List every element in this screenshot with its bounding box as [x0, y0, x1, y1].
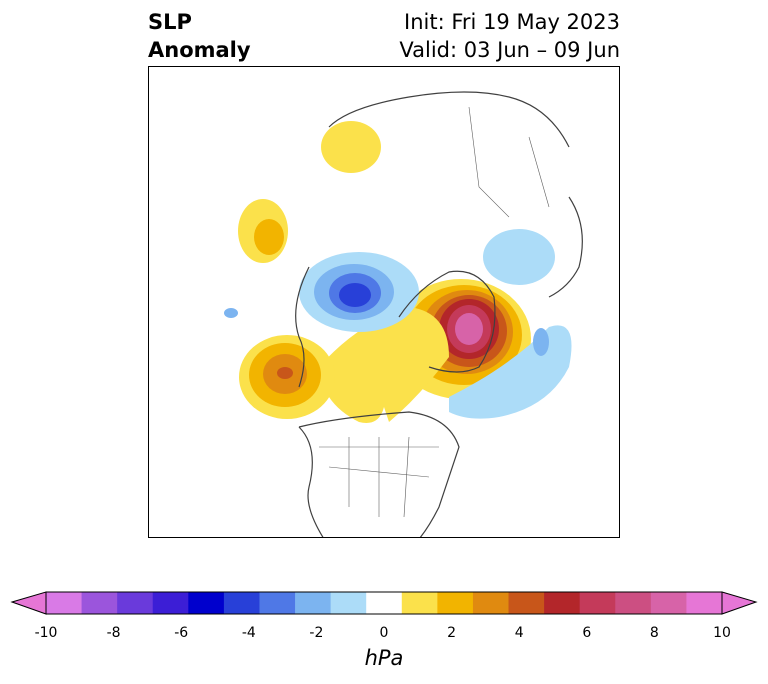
colorbar-bin [81, 592, 118, 614]
colorbar-tick-label: -10 [34, 625, 58, 641]
colorbar-bin [686, 592, 723, 614]
map-canvas [224, 91, 583, 537]
colorbar-bin [579, 592, 616, 614]
colorbar-outline [45, 591, 723, 615]
borders [319, 106, 550, 518]
colorbar-bin [437, 592, 474, 614]
colorbar-bin [472, 592, 510, 614]
colorbar-bin [259, 592, 296, 614]
anomaly-arctic-4 [339, 283, 371, 307]
colorbar-tick-label: 8 [649, 625, 659, 641]
chart-title: SLP Anomaly [148, 8, 251, 64]
colorbar-tick-label: 10 [713, 625, 731, 641]
colorbar-bin [401, 592, 438, 614]
anomaly-map [148, 66, 620, 538]
colorbar-bin [295, 592, 332, 614]
colorbar-bin [188, 592, 225, 614]
colorbar-tick-label: 6 [582, 625, 592, 641]
colorbar-units: hPa [364, 646, 404, 670]
colorbar-extend-low [10, 591, 47, 615]
anomaly-alaska-2 [254, 219, 284, 255]
anomaly-siberia [321, 121, 381, 173]
colorbar-bin [366, 592, 403, 614]
colorbar-bin [615, 592, 652, 614]
coastlines [295, 91, 583, 537]
colorbar-bin [46, 592, 83, 614]
colorbar-tick-label: 4 [514, 625, 524, 641]
colorbar-bin [223, 592, 260, 614]
valid-range-label: Valid: 03 Jun – 09 Jun [399, 38, 620, 62]
colorbar-bin [330, 592, 367, 614]
colorbar-tick-label: 0 [379, 625, 389, 641]
anomaly-scandinavia [483, 229, 555, 285]
colorbar-bin [508, 592, 545, 614]
anomaly-scandinavia-2 [533, 328, 549, 356]
colorbar [10, 591, 758, 615]
anomaly-pacific-spot [224, 308, 238, 318]
colorbar-tick-label: 2 [447, 625, 457, 641]
colorbar-tick-label: -8 [106, 625, 121, 641]
anomaly-shading [224, 121, 572, 423]
title-variable-line1: SLP [148, 10, 192, 34]
title-variable-line2: Anomaly [148, 38, 251, 62]
colorbar-bin [650, 592, 687, 614]
colorbar-bin [117, 592, 154, 614]
chart-subtitle: Init: Fri 19 May 2023 Valid: 03 Jun – 09… [399, 8, 620, 64]
colorbar-tick-label: -2 [309, 625, 324, 641]
anomaly-bc-5 [277, 367, 293, 379]
anomaly-canada [319, 307, 449, 423]
init-date-label: Init: Fri 19 May 2023 [404, 10, 620, 34]
colorbar-tick-label: -6 [174, 625, 189, 641]
colorbar-bin [544, 592, 581, 614]
anomaly-greenland-8 [455, 313, 483, 345]
colorbar-bins [46, 592, 723, 614]
colorbar-bin [152, 592, 189, 614]
colorbar-extend-high [721, 591, 758, 615]
colorbar-tick-label: -4 [241, 625, 256, 641]
